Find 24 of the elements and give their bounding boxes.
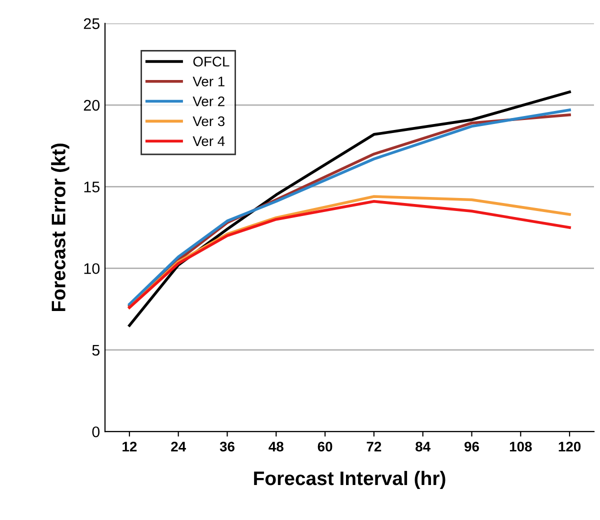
y-tick-label: 0 [92, 426, 100, 438]
x-tick-label: 48 [268, 442, 284, 452]
legend-label: Ver 2 [192, 96, 224, 106]
y-axis-title: Forecast Error (kt) [51, 144, 70, 312]
y-tick-label: 20 [84, 100, 100, 111]
x-tick-label: 108 [510, 442, 532, 452]
line-series [128, 90, 571, 327]
x-axis-title: Forecast Interval (hr) [254, 470, 446, 490]
x-tick-label: 72 [366, 442, 382, 452]
y-tick-label: 25 [84, 18, 100, 30]
x-tick-label: 24 [171, 442, 186, 452]
x-tick-label: 36 [220, 442, 234, 452]
legend-label: Ver 3 [192, 116, 224, 126]
y-tick-label: 5 [92, 344, 100, 356]
x-tick-label: 84 [416, 442, 430, 452]
x-tick-label: 96 [464, 442, 479, 452]
x-tick-label: 120 [558, 442, 581, 452]
y-tick-label: 15 [84, 182, 100, 192]
legend-label: Ver 4 [192, 136, 225, 146]
y-tick-label: 10 [84, 263, 100, 274]
x-tick-label: 60 [318, 442, 332, 452]
legend-label: OFCL [193, 56, 230, 67]
legend-label: Ver 1 [192, 76, 224, 86]
x-tick-label: 12 [122, 442, 137, 452]
